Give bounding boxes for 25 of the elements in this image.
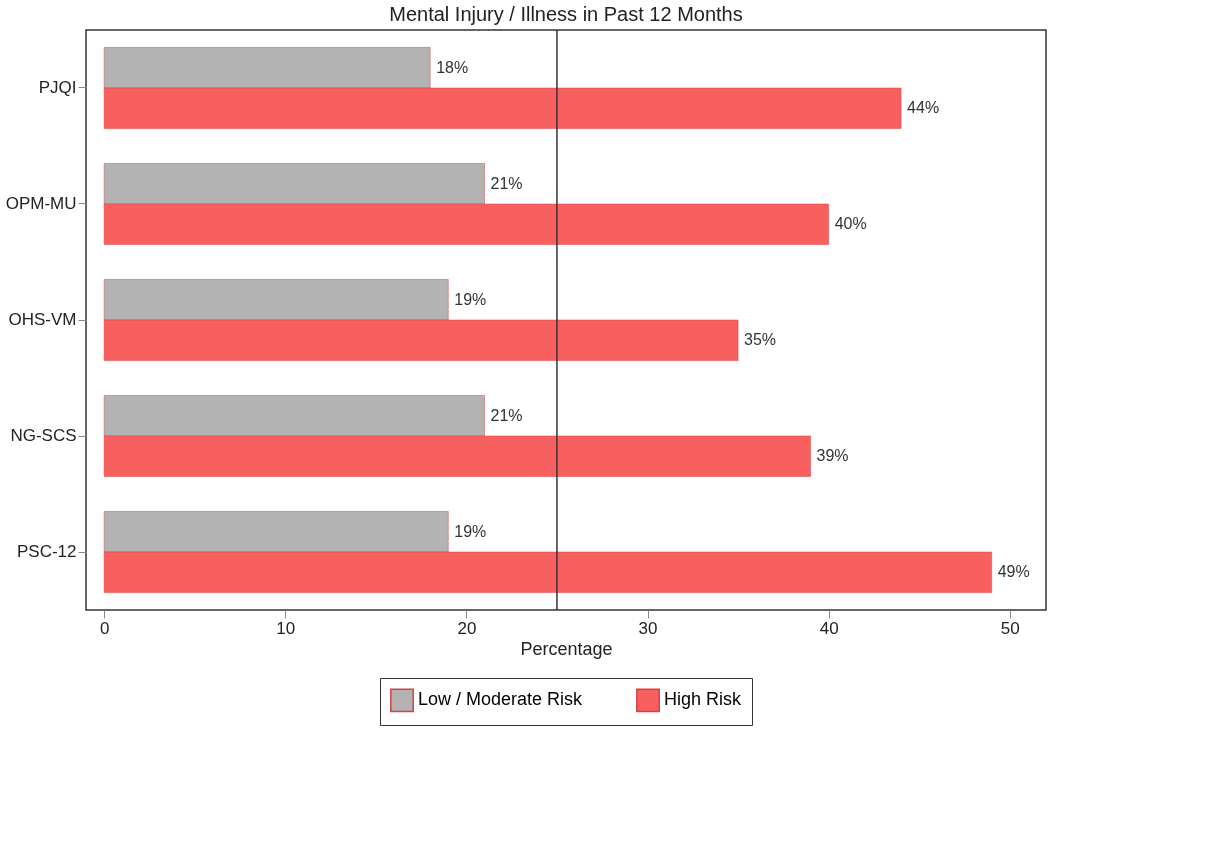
data-label: 35% [744,331,777,349]
legend-label: High Risk [664,689,743,710]
y-tick-label: OHS-VM [8,310,77,329]
chart-title: Mental Injury / Illness in Past 12 Months [389,3,743,26]
data-label: 18% [436,58,469,76]
data-label: 21% [490,174,523,192]
data-label: 40% [834,215,867,233]
x-tick-label: 30 [638,618,658,638]
legend-label: Low / Moderate Risk [418,689,584,710]
x-tick-label: 50 [1000,618,1020,638]
data-label: 44% [907,99,940,117]
x-tick-label: 10 [276,618,296,638]
y-tick-label: NG-SCS [10,426,77,445]
data-label: 49% [997,563,1030,581]
x-tick-label: 0 [99,618,110,638]
data-label: 19% [454,290,487,308]
y-tick-label: PSC-12 [16,542,77,561]
x-tick-label: 20 [457,618,477,638]
x-tick-label: 40 [819,618,839,638]
y-tick-label: OPM-MU [5,194,77,213]
data-label: 39% [816,447,849,465]
x-axis-title: Percentage [520,638,613,659]
data-label: 21% [490,406,523,424]
data-label: 19% [454,522,487,540]
y-tick-label: PJQI [38,78,77,97]
